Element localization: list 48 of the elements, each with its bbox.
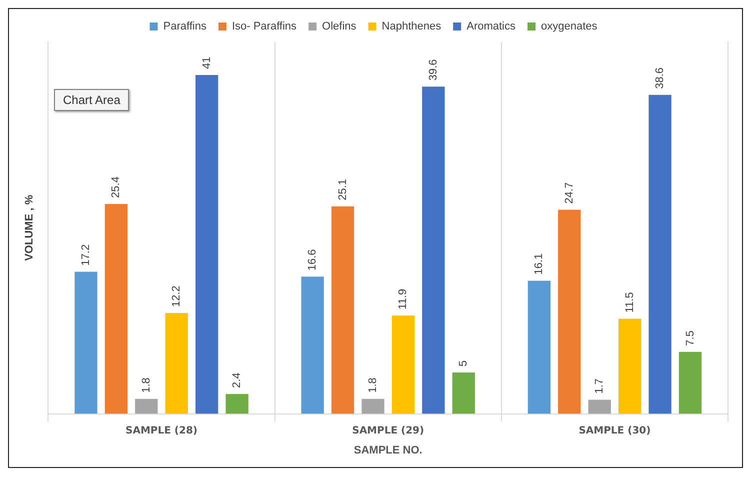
data-label: 16.1 [533,253,546,275]
bar [226,394,248,414]
data-label: 25.1 [336,178,349,200]
bar [588,400,611,414]
x-tick-label: SAMPLE (28) [126,425,198,436]
x-tick-label: SAMPLE (30) [578,425,651,436]
y-axis-title: VOLUME , % [24,194,36,261]
legend-label: Paraffins [163,20,207,33]
legend-label: oxygenates [541,20,598,33]
data-label: 11.9 [397,288,410,310]
annotation: Chart Area [54,89,130,111]
data-label: 41 [200,56,213,70]
data-label: 5 [458,360,470,366]
bar [528,280,550,414]
bar [74,272,98,414]
legend-label: Olefins [322,20,357,33]
bar [195,75,218,414]
data-label: 17.2 [80,244,92,266]
bar [678,352,702,414]
data-label: 2.4 [231,372,244,388]
data-label: 39.6 [427,59,440,81]
bar [165,313,188,414]
bar [135,398,158,414]
bar [392,315,415,414]
legend-label: Iso- Paraffins [232,20,298,33]
bar [558,210,581,414]
data-label: 11.5 [624,292,636,313]
legend-label: Naphthenes [382,20,442,33]
data-label: 38.6 [654,67,666,89]
data-label: 16.6 [306,249,319,271]
data-label: 12.2 [170,286,183,307]
data-label: 25.4 [110,176,122,198]
bar [331,206,354,414]
bar [362,398,384,414]
bar [104,204,128,414]
bar [648,94,672,414]
legend-label: Aromatics [466,20,516,33]
bar [452,372,475,414]
bar [618,318,642,414]
bar [301,276,324,414]
x-tick-label: SAMPLE (29) [352,425,424,436]
bar [422,86,445,414]
data-label: 24.7 [563,182,576,204]
data-label: 1.8 [367,378,380,393]
x-axis-title: SAMPLE NO. [354,444,422,456]
data-label: 7.5 [684,330,696,346]
data-label: 1.7 [594,378,606,394]
data-label: 1.8 [140,378,152,393]
